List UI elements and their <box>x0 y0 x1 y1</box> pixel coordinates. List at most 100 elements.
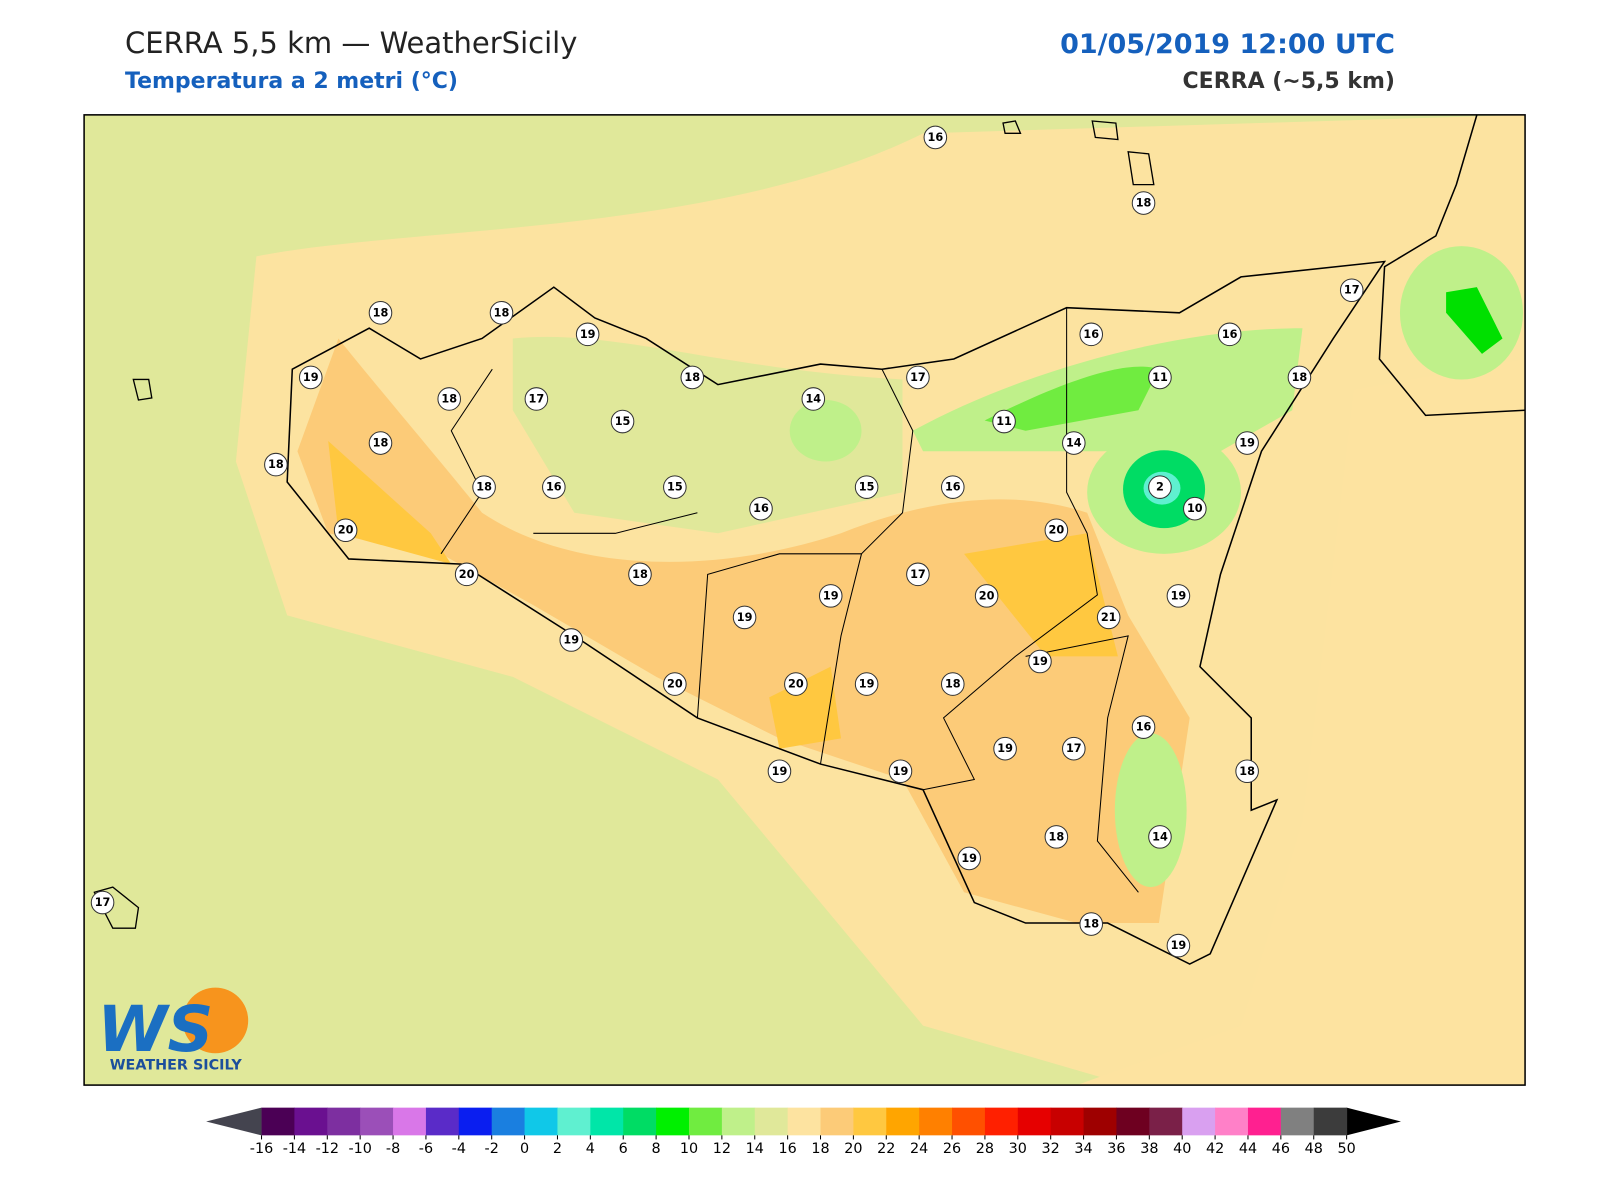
station-value: 16 <box>928 131 944 144</box>
colorbar-tick-label: 24 <box>910 1141 928 1157</box>
station: 15 <box>610 409 635 434</box>
station-value: 20 <box>979 589 995 602</box>
station: 14 <box>1062 431 1086 455</box>
station-marker <box>1339 278 1364 303</box>
station: 19 <box>993 736 1017 761</box>
station: 11 <box>992 409 1016 434</box>
station-value: 17 <box>910 371 926 384</box>
station-marker <box>1079 912 1104 936</box>
station: 10 <box>1183 496 1207 521</box>
station-value: 14 <box>1066 437 1082 450</box>
station: 19 <box>957 846 981 871</box>
station-value: 15 <box>615 415 631 428</box>
station: 18 <box>489 301 514 325</box>
station: 15 <box>854 475 879 499</box>
station-marker <box>818 584 843 608</box>
station: 18 <box>472 475 496 499</box>
colorbar-bin <box>984 1107 1019 1136</box>
station: 19 <box>1166 584 1191 608</box>
colorbar-tick-label: 44 <box>1239 1141 1257 1157</box>
station: 19 <box>575 322 600 347</box>
colorbar-bin <box>1149 1107 1183 1136</box>
station-marker <box>1079 322 1104 347</box>
station: 20 <box>333 518 358 543</box>
station-value: 17 <box>910 568 926 581</box>
colorbar-tick-label: 38 <box>1140 1141 1158 1157</box>
station-marker <box>663 475 687 499</box>
station-value: 18 <box>476 481 492 494</box>
station-value: 17 <box>1344 284 1360 297</box>
colorbar-bin <box>1017 1107 1052 1136</box>
station-value: 19 <box>997 742 1013 755</box>
station-marker <box>854 475 879 499</box>
station-marker <box>559 628 584 652</box>
colorbar-tick-label: 0 <box>520 1141 529 1157</box>
station: 16 <box>749 496 773 521</box>
station: 17 <box>90 890 115 915</box>
colorbar-bin <box>1280 1107 1315 1136</box>
colorbar-bin <box>491 1107 526 1136</box>
station: 20 <box>454 562 479 587</box>
colorbar-bin <box>590 1107 624 1136</box>
province-borders <box>440 307 1139 893</box>
station: 19 <box>1235 431 1259 455</box>
station-value: 19 <box>737 611 753 624</box>
iblei-cool <box>1114 733 1187 888</box>
station-value: 2 <box>1156 481 1164 494</box>
logo-text: WEATHER SICILY <box>110 1058 243 1074</box>
station-value: 19 <box>893 765 909 778</box>
colorbar-bin <box>919 1107 953 1136</box>
station: 21 <box>1096 605 1121 630</box>
colorbar-bin <box>1247 1107 1282 1136</box>
colorbar-bin <box>1116 1107 1150 1136</box>
colorbar-bin <box>952 1107 986 1136</box>
map-frame <box>83 114 1526 1086</box>
station-value: 21 <box>1101 611 1117 624</box>
station-value: 16 <box>753 502 769 515</box>
station: 11 <box>1148 365 1172 390</box>
station-value: 18 <box>373 306 389 319</box>
station-marker <box>992 409 1016 434</box>
station-marker <box>1062 736 1086 761</box>
colorbar-bin <box>1313 1107 1348 1136</box>
station-marker <box>906 562 930 587</box>
station-marker <box>298 365 323 390</box>
station: 20 <box>784 672 808 696</box>
colorbar-bin <box>754 1107 789 1136</box>
station: 19 <box>732 605 757 630</box>
station-value: 16 <box>1136 721 1152 734</box>
station: 19 <box>818 584 843 608</box>
logo: WS WEATHER SICILY <box>97 987 249 1074</box>
station-value: 15 <box>667 481 683 494</box>
station: 18 <box>368 301 393 325</box>
colorbar-tick-label: 16 <box>778 1141 796 1157</box>
station-value: 20 <box>788 678 804 691</box>
colorbar-tick-label: 42 <box>1206 1141 1224 1157</box>
station-value: 18 <box>268 458 284 471</box>
colorbar-bin <box>1050 1107 1085 1136</box>
station: 16 <box>940 475 965 499</box>
station: 2 <box>1148 475 1172 499</box>
colorbar-bin <box>853 1107 887 1136</box>
station: 17 <box>1062 736 1086 761</box>
warm-band <box>1076 358 1526 1086</box>
colorbar-tick-label: 40 <box>1173 1141 1191 1157</box>
station-marker <box>333 518 358 543</box>
station-value: 19 <box>580 328 596 341</box>
colorbar: -16 -14 -12 -10 -8 -6 -4 -2 0 2 4 6 8 10 12 14 16 18 20 22 2… <box>206 1107 1401 1157</box>
station-value: 19 <box>303 371 319 384</box>
station-value: 18 <box>1239 765 1255 778</box>
warm-core <box>297 338 1190 924</box>
station: 18 <box>628 562 652 587</box>
station-marker <box>489 301 514 325</box>
station-marker <box>1096 605 1121 630</box>
station-value: 19 <box>563 633 579 646</box>
station-marker <box>454 562 479 587</box>
station-value: 16 <box>1083 328 1099 341</box>
station-marker <box>940 475 965 499</box>
colorbar-tick-label: -8 <box>386 1141 400 1157</box>
station-marker <box>1183 496 1207 521</box>
station-marker <box>90 890 115 915</box>
colorbar-bin <box>1215 1107 1249 1136</box>
colorbar-bin <box>458 1107 493 1136</box>
